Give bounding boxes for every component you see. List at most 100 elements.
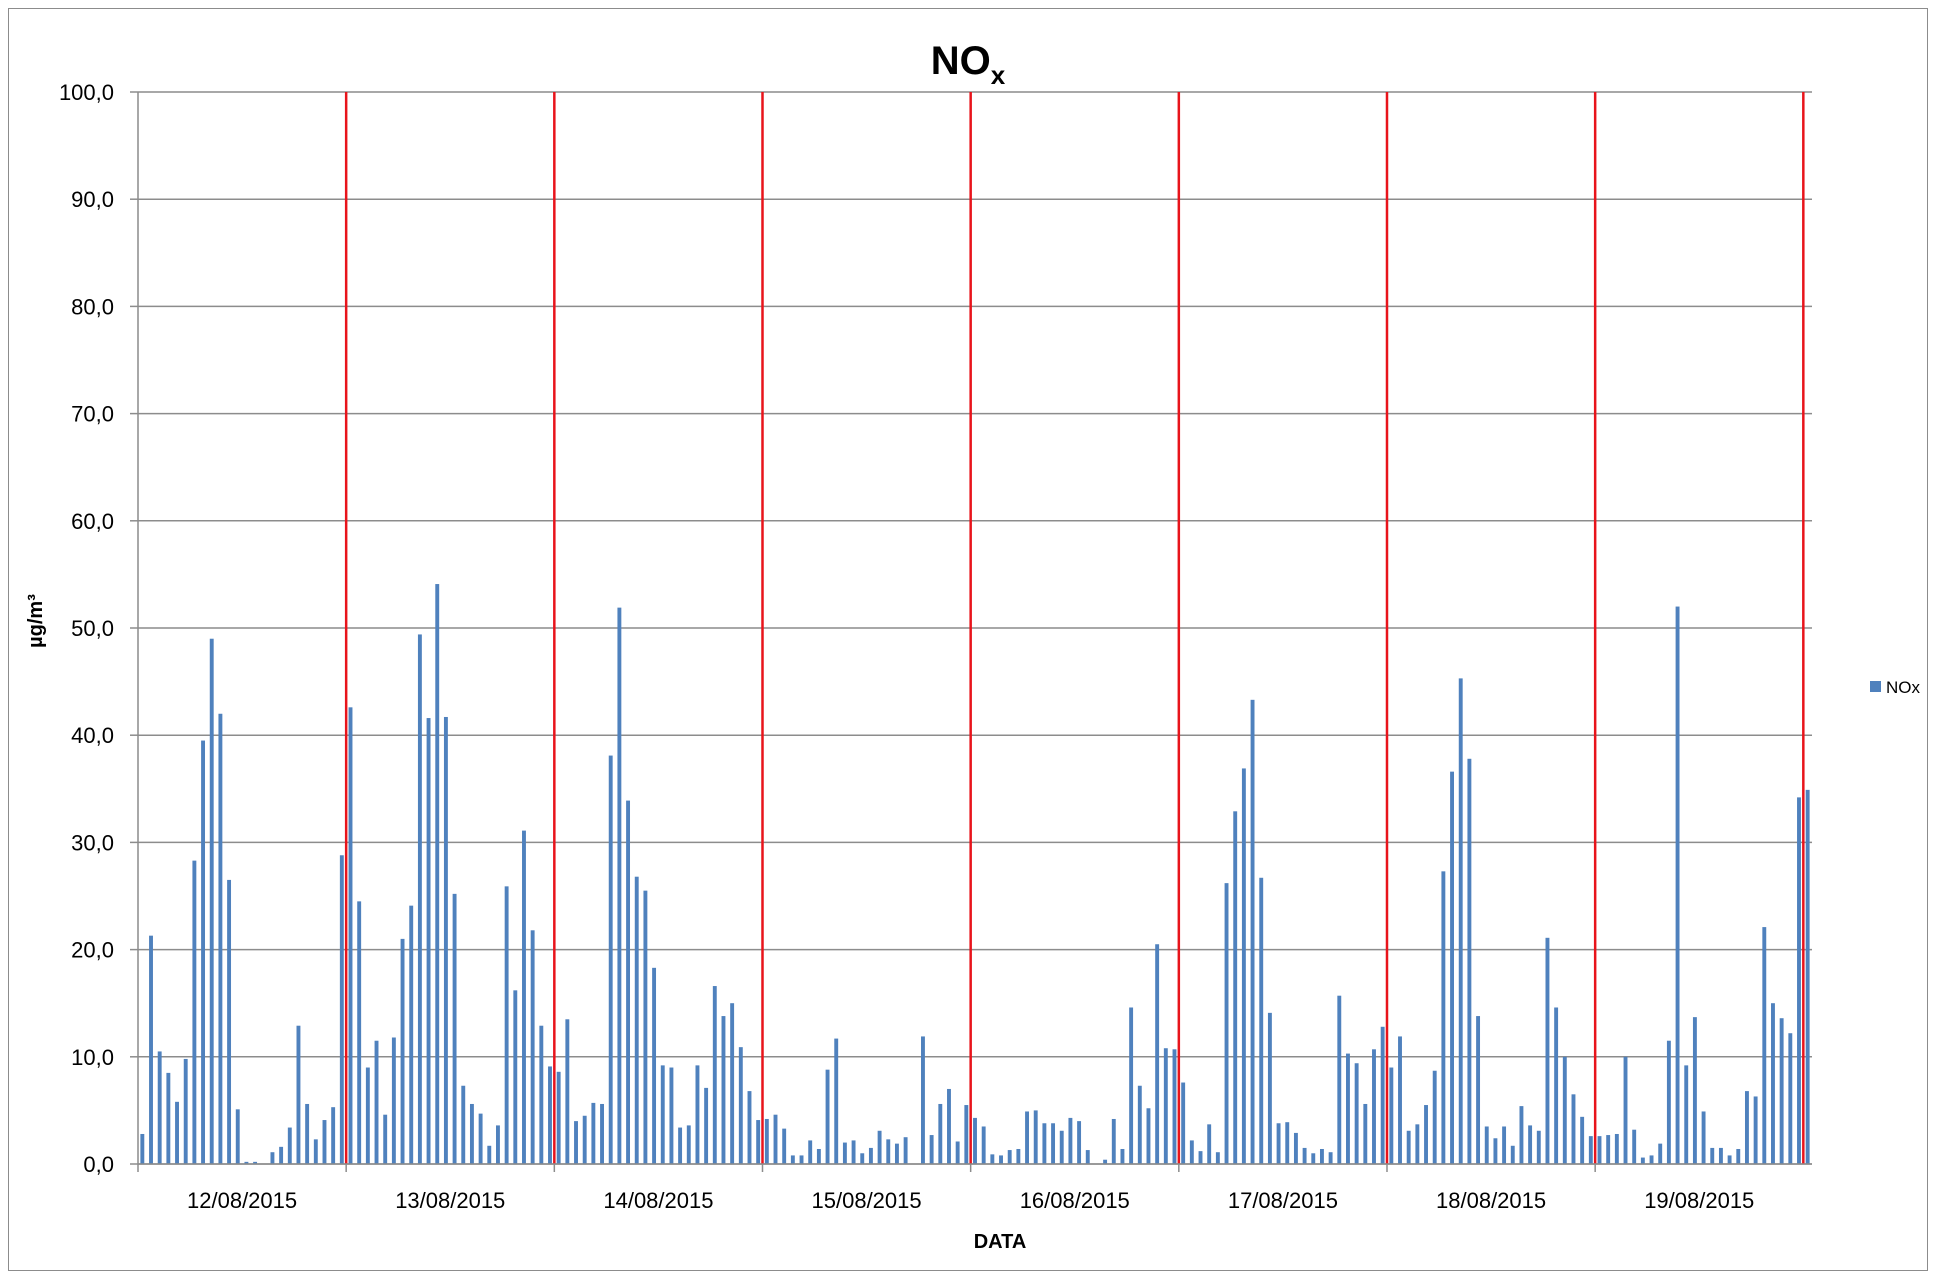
bar — [1267, 1012, 1272, 1164]
y-tick-label: 80,0 — [71, 294, 114, 319]
bar — [235, 1109, 240, 1164]
bar — [400, 938, 405, 1164]
y-tick-label: 0,0 — [83, 1152, 114, 1177]
bar — [383, 1114, 388, 1164]
bar — [417, 634, 422, 1164]
bar — [1207, 1124, 1212, 1164]
bar — [1441, 871, 1446, 1164]
bar — [296, 1025, 301, 1164]
legend: NOx — [1870, 678, 1921, 697]
bar — [886, 1139, 891, 1164]
bar — [443, 716, 448, 1164]
x-tick-label: 13/08/2015 — [395, 1188, 505, 1213]
chart-title-subscript: x — [991, 60, 1006, 90]
bar — [313, 1139, 318, 1164]
bar — [947, 1088, 951, 1164]
bar — [1467, 758, 1472, 1164]
bar — [469, 1103, 474, 1164]
bar — [1658, 1143, 1663, 1164]
bar — [1224, 883, 1229, 1164]
bar — [973, 1117, 977, 1164]
x-tick-label: 18/08/2015 — [1436, 1188, 1546, 1213]
bar — [1510, 1145, 1515, 1164]
bar — [1528, 1125, 1533, 1164]
bar — [1424, 1105, 1428, 1164]
bar — [1710, 1147, 1715, 1164]
bar — [201, 740, 206, 1164]
bar — [617, 607, 622, 1164]
bar — [1762, 927, 1767, 1164]
bar — [1458, 678, 1463, 1164]
bar — [1493, 1138, 1498, 1164]
bar — [1450, 771, 1454, 1164]
bar — [279, 1146, 284, 1164]
bar — [834, 1038, 839, 1164]
bar — [626, 800, 631, 1164]
bar — [1771, 1003, 1775, 1164]
x-tick-label: 15/08/2015 — [812, 1188, 922, 1213]
bar — [1155, 944, 1160, 1164]
x-axis-label: DATA — [974, 1231, 1027, 1253]
x-tick-label: 12/08/2015 — [187, 1188, 297, 1213]
bar — [591, 1102, 596, 1164]
x-tick-label: 17/08/2015 — [1228, 1188, 1338, 1213]
bar — [530, 930, 535, 1164]
bar — [1311, 1153, 1316, 1164]
bar — [1545, 937, 1550, 1164]
bar — [478, 1113, 483, 1164]
y-tick-label: 10,0 — [71, 1045, 114, 1070]
bar — [842, 1142, 847, 1164]
x-tick-labels: 12/08/2015 13/08/2015 14/08/2015 15/08/2015… — [187, 1188, 1754, 1213]
bar — [747, 1091, 752, 1164]
bar — [357, 901, 362, 1164]
bar — [140, 1133, 145, 1164]
bar — [1788, 1033, 1793, 1164]
bar — [903, 1137, 908, 1164]
bar — [808, 1140, 813, 1164]
bar — [1640, 1157, 1645, 1164]
bar — [894, 1143, 899, 1164]
bar — [816, 1148, 821, 1164]
bar — [1241, 768, 1246, 1164]
chart-title-main: NO — [931, 39, 991, 83]
bar — [1007, 1150, 1012, 1164]
bar — [1250, 699, 1255, 1164]
bar — [999, 1155, 1003, 1164]
bar — [1779, 1018, 1784, 1164]
bar — [1077, 1121, 1082, 1164]
bar — [1415, 1124, 1420, 1164]
bar — [1259, 877, 1264, 1164]
bar — [1120, 1148, 1125, 1164]
bar — [149, 935, 153, 1164]
bar — [773, 1114, 778, 1164]
bar — [868, 1147, 873, 1164]
bar — [1146, 1108, 1151, 1164]
y-tick-label: 70,0 — [71, 402, 114, 427]
bar — [1805, 789, 1810, 1164]
bar — [600, 1103, 604, 1164]
bar — [461, 1085, 466, 1164]
bar — [1744, 1091, 1749, 1164]
bar — [331, 1107, 336, 1164]
bar — [1649, 1155, 1654, 1164]
bar — [1692, 1017, 1697, 1164]
legend-swatch — [1870, 681, 1881, 692]
bar — [409, 905, 414, 1164]
bar — [1293, 1132, 1298, 1164]
bar — [782, 1128, 787, 1164]
bar — [929, 1135, 934, 1164]
bar — [539, 1025, 544, 1164]
bar — [921, 1036, 925, 1164]
bar — [1389, 1067, 1394, 1164]
bar — [1562, 1056, 1567, 1164]
bar — [1033, 1110, 1038, 1164]
bar — [1319, 1148, 1324, 1164]
bar — [1736, 1148, 1741, 1164]
bar — [1363, 1103, 1368, 1164]
bar — [1684, 1065, 1689, 1164]
bar — [686, 1125, 691, 1164]
bar — [270, 1152, 275, 1164]
bar — [955, 1141, 960, 1164]
x-tick-label: 14/08/2015 — [603, 1188, 713, 1213]
